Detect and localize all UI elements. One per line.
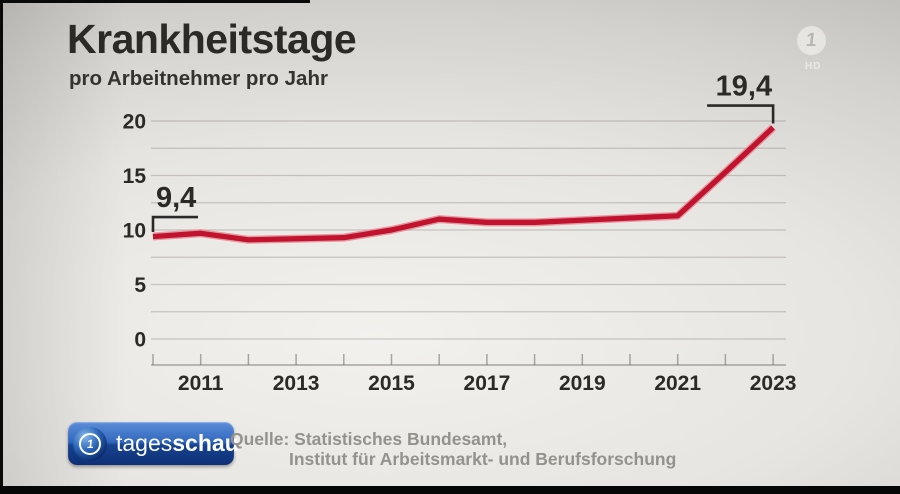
- x-tick-label: 2017: [464, 372, 511, 395]
- screen-edge-left: [0, 0, 3, 494]
- das-erste-one-icon: 1: [797, 26, 826, 55]
- y-tick-label: 20: [123, 111, 146, 134]
- source-line-1: Quelle: Statistisches Bundesamt,: [230, 429, 508, 449]
- tagesschau-logo: 1 tagesschau: [68, 422, 239, 465]
- ard-one-icon: 1: [79, 432, 101, 455]
- source-line-2: Institut für Arbeitsmarkt- und Berufsfor…: [289, 449, 677, 469]
- hd-badge: HD: [805, 61, 822, 72]
- page-title: Krankheitstage: [67, 16, 357, 62]
- page-subtitle: pro Arbeitnehmer pro Jahr: [69, 67, 328, 90]
- wordmark-light: tages: [116, 430, 173, 456]
- annotation-bracket: [707, 104, 775, 124]
- annotation-label: 9,4: [156, 182, 196, 214]
- y-tick-label: 10: [123, 220, 146, 243]
- x-tick-label: 2011: [178, 372, 224, 395]
- annotation-label: 19,4: [716, 71, 772, 103]
- y-tick-label: 0: [134, 329, 146, 352]
- source-attribution: Quelle: Statistisches Bundesamt, Institu…: [230, 429, 676, 469]
- screen-edge-bottom: [0, 486, 900, 494]
- x-tick-label: 2021: [654, 372, 701, 395]
- data-line: [152, 125, 775, 243]
- y-tick-label: 15: [123, 165, 147, 188]
- screen-edge-top: [0, 0, 310, 3]
- x-tick-label: 2013: [273, 372, 320, 395]
- ard-one-glyph: 1: [85, 436, 95, 451]
- x-tick-label: 2023: [750, 372, 797, 395]
- y-tick-label: 5: [134, 274, 146, 297]
- das-erste-logo: 1 HD: [797, 26, 837, 76]
- x-tick-label: 2019: [559, 372, 606, 395]
- ard-sphere-icon: 1: [73, 426, 107, 461]
- tagesschau-wordmark: tagesschau: [116, 430, 239, 457]
- annotation-bracket: [151, 215, 198, 233]
- wordmark-bold: schau: [172, 430, 239, 456]
- x-tick-label: 2015: [368, 372, 415, 395]
